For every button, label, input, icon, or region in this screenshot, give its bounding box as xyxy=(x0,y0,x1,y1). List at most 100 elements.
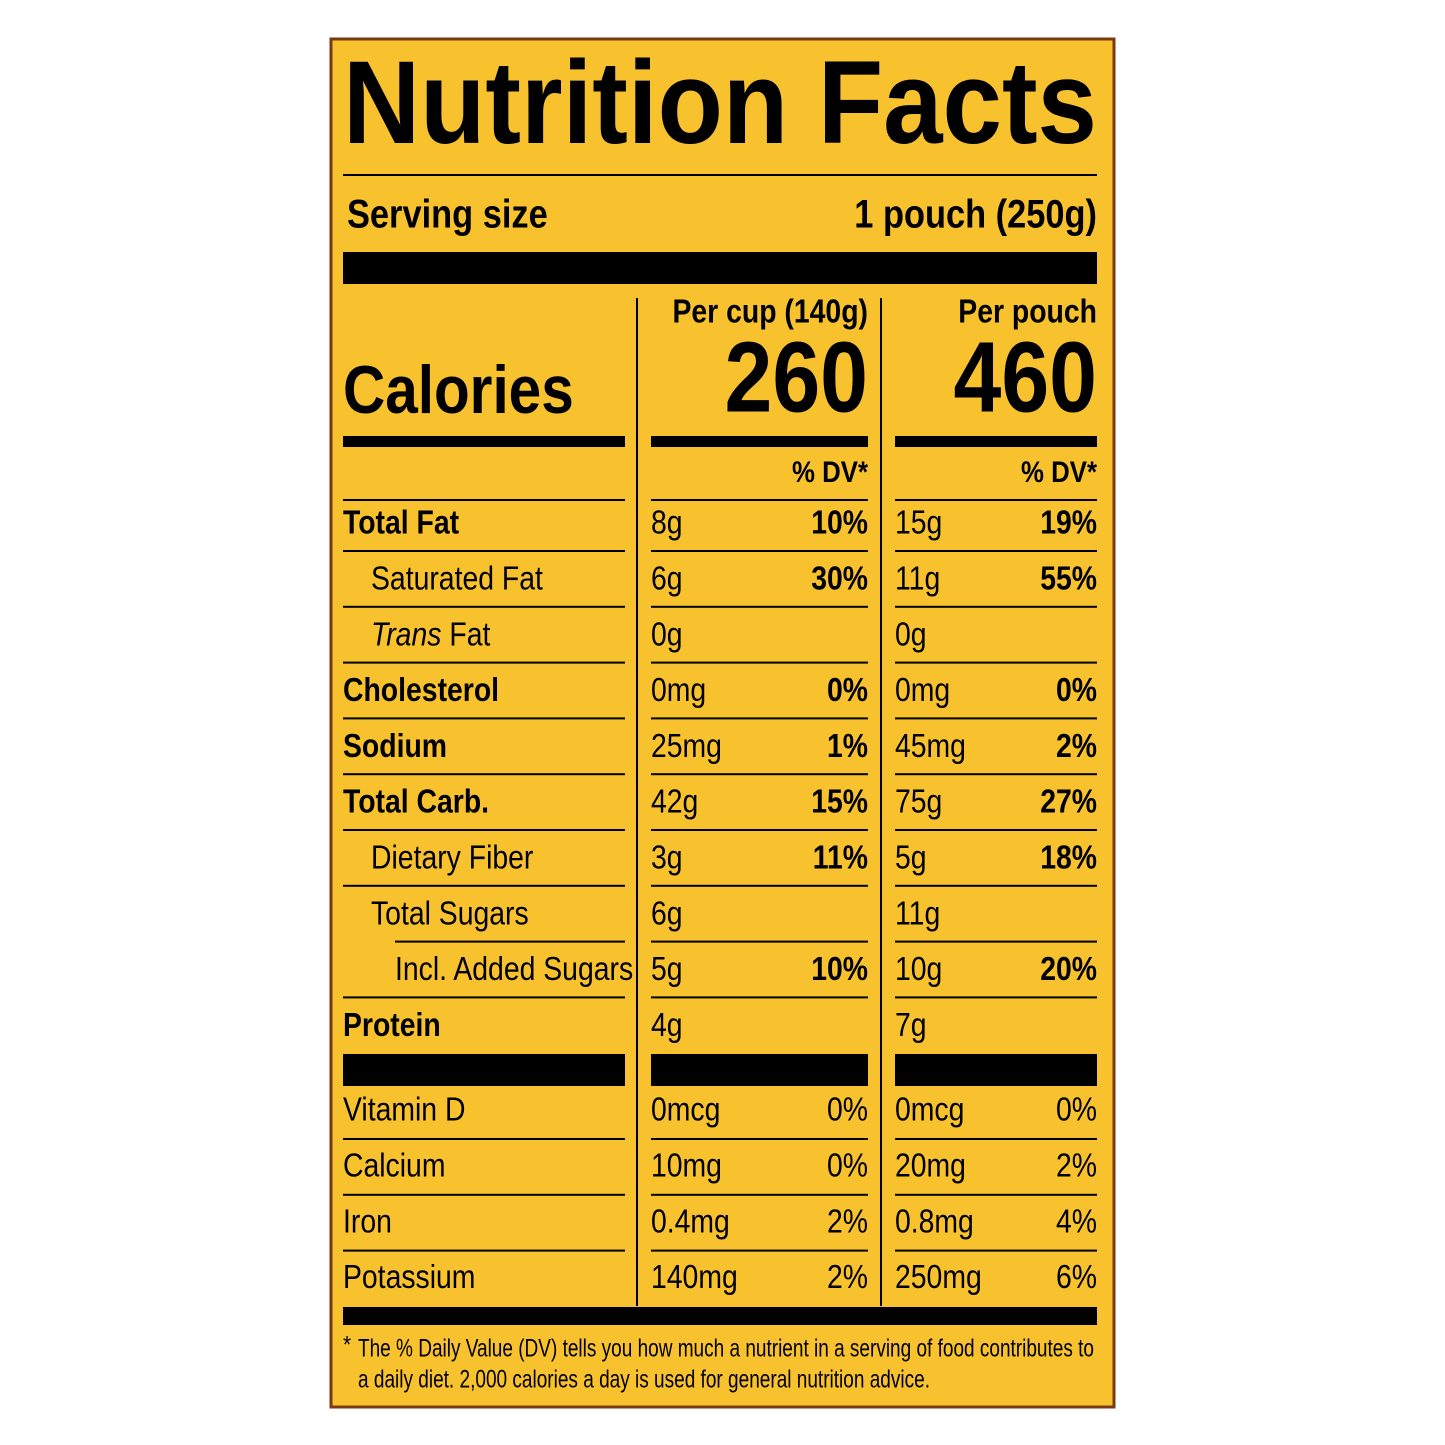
amount: 0mg xyxy=(651,671,706,709)
row-rule xyxy=(895,1249,1097,1252)
footnote-mark: * xyxy=(343,1331,351,1358)
vitamin-name: Vitamin D xyxy=(343,1091,465,1129)
vitamin-name: Iron xyxy=(343,1202,392,1240)
row-rule xyxy=(395,940,625,943)
dv-header: % DV* xyxy=(1021,455,1097,488)
row-rule xyxy=(343,829,625,831)
daily-value: 18% xyxy=(1040,838,1097,876)
row-rule xyxy=(895,717,1097,720)
amount: 10g xyxy=(895,950,942,988)
footnote-line: The % Daily Value (DV) tells you how muc… xyxy=(358,1334,1094,1362)
column-divider xyxy=(636,298,638,1306)
row-rule xyxy=(895,940,1097,943)
row-rule xyxy=(651,499,868,501)
amount: 15g xyxy=(895,504,942,542)
texts: Nutrition Facts Serving size 1 pouch (250g… xyxy=(343,37,1097,1393)
amount: 11g xyxy=(895,894,940,932)
row-rule xyxy=(651,1138,868,1140)
nutrient-name: Cholesterol xyxy=(343,671,499,709)
nutrient-name: Protein xyxy=(343,1006,441,1044)
amount: 0g xyxy=(651,615,683,653)
daily-value: 11% xyxy=(813,838,868,876)
daily-value: 2% xyxy=(1056,1146,1097,1184)
row-rule xyxy=(651,940,868,943)
row-rule xyxy=(343,661,625,664)
rules xyxy=(343,174,1097,1325)
row-rule xyxy=(343,1193,625,1196)
daily-value: 1% xyxy=(827,727,868,765)
amount: 20mg xyxy=(895,1146,966,1184)
row-rule xyxy=(651,996,868,999)
thick-bar xyxy=(651,1054,868,1086)
row-rule xyxy=(343,1138,625,1140)
thick-bar xyxy=(343,252,1097,284)
daily-value: 0% xyxy=(1056,671,1097,709)
daily-value: 10% xyxy=(811,504,868,542)
daily-value: 30% xyxy=(811,559,868,597)
dv-header: % DV* xyxy=(792,455,868,488)
daily-value: 27% xyxy=(1040,783,1097,821)
row-rule xyxy=(343,717,625,720)
amount: 10mg xyxy=(651,1146,722,1184)
column-header: Per pouch xyxy=(958,293,1097,331)
amount: 3g xyxy=(651,838,683,876)
nutrient-name: Saturated Fat xyxy=(371,559,543,597)
amount: 0mcg xyxy=(895,1091,964,1129)
amount: 250mg xyxy=(895,1258,982,1296)
row-rule xyxy=(651,773,868,776)
daily-value: 10% xyxy=(811,950,868,988)
amount: 6g xyxy=(651,894,683,932)
calories-value: 260 xyxy=(725,321,868,433)
thin-rule xyxy=(343,174,1097,176)
amount: 0.8mg xyxy=(895,1202,974,1240)
daily-value: 20% xyxy=(1040,950,1097,988)
row-rule xyxy=(895,605,1097,608)
vitamin-name: Calcium xyxy=(343,1146,445,1184)
row-rule xyxy=(343,605,625,608)
daily-value: 2% xyxy=(827,1202,868,1240)
row-rule xyxy=(651,661,868,664)
row-rule xyxy=(343,1249,625,1252)
amount: 7g xyxy=(895,1006,927,1044)
amount: 6g xyxy=(651,559,683,597)
amount: 75g xyxy=(895,783,942,821)
amount: 5g xyxy=(895,838,927,876)
thick-bar xyxy=(343,1307,1097,1325)
nutrient-name: Sodium xyxy=(343,727,447,765)
amount: 140mg xyxy=(651,1258,738,1296)
row-rule xyxy=(343,773,625,776)
amount: 0mg xyxy=(895,671,950,709)
daily-value: 19% xyxy=(1040,504,1097,542)
nutrient-name: Total Sugars xyxy=(371,894,529,932)
thick-bar xyxy=(343,1054,625,1086)
amount: 0.4mg xyxy=(651,1202,730,1240)
row-rule xyxy=(895,1138,1097,1140)
vitamin-name: Potassium xyxy=(343,1258,475,1296)
daily-value: 4% xyxy=(1056,1202,1097,1240)
row-rule xyxy=(895,550,1097,552)
daily-value: 0% xyxy=(827,1146,868,1184)
medium-rule xyxy=(343,436,625,447)
calories-label: Calories xyxy=(343,353,574,428)
daily-value: 0% xyxy=(827,671,868,709)
row-rule xyxy=(895,996,1097,999)
nutrient-name: Incl. Added Sugars xyxy=(395,950,633,988)
daily-value: 0% xyxy=(827,1091,868,1129)
row-rule xyxy=(651,1193,868,1196)
title: Nutrition Facts xyxy=(343,37,1097,169)
row-rule xyxy=(895,499,1097,501)
daily-value: 6% xyxy=(1056,1258,1097,1296)
serving-label: Serving size xyxy=(347,191,548,236)
nutrient-name: Trans xyxy=(371,615,441,653)
calories-value: 460 xyxy=(954,321,1097,433)
row-rule xyxy=(651,550,868,552)
serving-value: 1 pouch (250g) xyxy=(854,191,1097,236)
daily-value: 2% xyxy=(1056,727,1097,765)
nutrient-name: Fat xyxy=(449,615,490,653)
column-header: Per cup (140g) xyxy=(672,293,868,331)
daily-value: 2% xyxy=(827,1258,868,1296)
footnote-line: a daily diet. 2,000 calories a day is us… xyxy=(358,1365,930,1393)
row-rule xyxy=(651,884,868,887)
daily-value: 55% xyxy=(1040,559,1097,597)
